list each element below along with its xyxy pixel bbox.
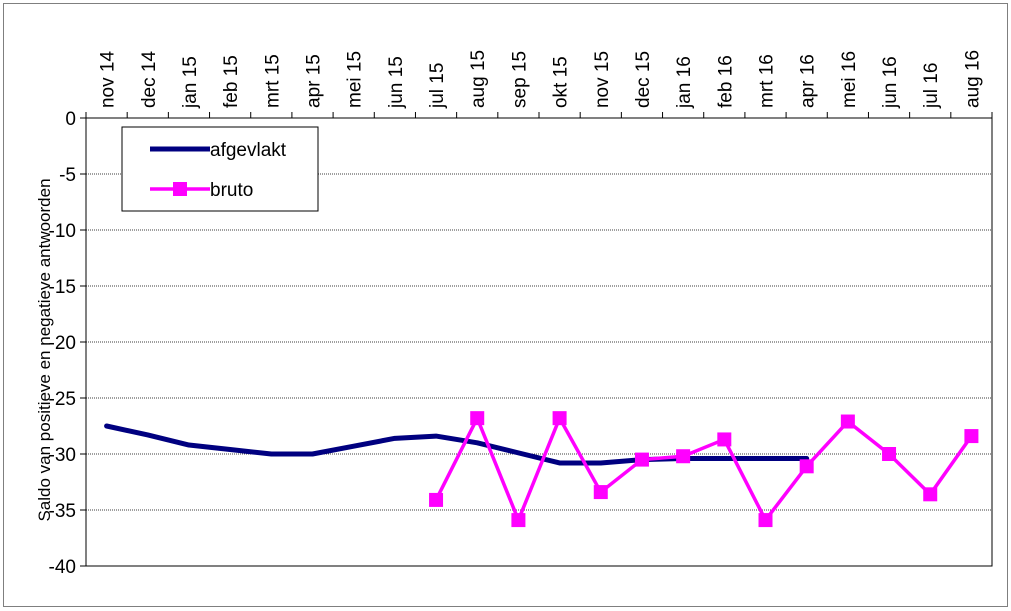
gridlines bbox=[86, 173, 992, 511]
x-tick-label: jul 16 bbox=[921, 63, 942, 109]
x-tick-label: apr 15 bbox=[304, 54, 325, 108]
x-tick-label: aug 15 bbox=[468, 50, 489, 108]
y-axis-ticks: 0 -5 -10 -15 -20 -25 -30 -35 -40 bbox=[49, 109, 86, 578]
data-point-bruto bbox=[552, 411, 567, 426]
x-tick-label: feb 16 bbox=[715, 55, 736, 108]
series-layer bbox=[104, 411, 979, 528]
data-point-bruto bbox=[634, 452, 649, 467]
x-tick-label: mrt 15 bbox=[262, 54, 283, 108]
data-point-bruto bbox=[758, 513, 773, 528]
legend: afgevlakt bruto bbox=[121, 126, 319, 212]
y-tick-label: 0 bbox=[65, 109, 76, 130]
legend-box bbox=[121, 126, 319, 212]
x-tick-label: dec 14 bbox=[139, 51, 160, 108]
legend-marker-bruto bbox=[173, 182, 187, 196]
data-point-bruto bbox=[923, 487, 938, 502]
y-axis-title: Saldo van positieve en negatieve antwoor… bbox=[35, 178, 54, 521]
y-tick-label: -5 bbox=[59, 165, 76, 186]
legend-label-bruto: bruto bbox=[210, 180, 253, 201]
data-point-bruto bbox=[470, 411, 485, 426]
x-tick-label: okt 15 bbox=[551, 56, 572, 108]
x-tick-label: dec 15 bbox=[633, 51, 654, 108]
x-tick-label: jun 15 bbox=[386, 56, 407, 109]
y-tick-label: -30 bbox=[49, 445, 76, 466]
data-point-bruto bbox=[429, 492, 444, 507]
y-tick-label: -35 bbox=[49, 501, 76, 522]
data-point-bruto bbox=[882, 447, 897, 461]
x-tick-label: nov 14 bbox=[98, 51, 119, 108]
line-chart: 0 -5 -10 -15 -20 -25 -30 -35 -40 nov 14 dec 14 jan… bbox=[35, 50, 993, 578]
data-point-bruto bbox=[676, 449, 691, 464]
series-line-bruto bbox=[434, 416, 974, 522]
x-tick-label: jan 16 bbox=[674, 56, 695, 109]
y-tick-label: -10 bbox=[49, 221, 76, 242]
x-tick-label: jun 16 bbox=[880, 56, 901, 109]
y-tick-label: -40 bbox=[49, 557, 76, 578]
data-point-bruto bbox=[840, 414, 855, 429]
y-tick-label: -20 bbox=[49, 333, 76, 354]
data-point-bruto bbox=[799, 459, 814, 474]
legend-label-afgevlakt: afgevlakt bbox=[210, 140, 287, 161]
x-tick-label: aug 16 bbox=[962, 50, 983, 108]
data-point-bruto bbox=[964, 429, 979, 444]
x-axis-ticks: nov 14 dec 14 jan 15 feb 15 mrt 15 apr 15 mei … bbox=[85, 50, 993, 118]
x-tick-label: apr 16 bbox=[798, 54, 819, 108]
x-tick-label: jan 15 bbox=[180, 56, 201, 109]
x-tick-label: mei 15 bbox=[345, 51, 366, 108]
x-tick-label: mrt 16 bbox=[757, 54, 778, 108]
x-tick-label: mei 16 bbox=[839, 51, 860, 108]
data-point-bruto bbox=[593, 485, 608, 500]
x-tick-label: jul 15 bbox=[427, 63, 448, 109]
y-tick-label: -25 bbox=[49, 389, 76, 410]
x-tick-label: nov 15 bbox=[592, 51, 613, 108]
chart-frame: 0 -5 -10 -15 -20 -25 -30 -35 -40 nov 14 dec 14 jan… bbox=[3, 3, 1008, 607]
data-point-bruto bbox=[511, 513, 526, 528]
x-tick-label: feb 15 bbox=[221, 55, 242, 108]
y-tick-label: -15 bbox=[49, 277, 76, 298]
x-tick-label: sep 15 bbox=[509, 51, 530, 108]
data-point-bruto bbox=[717, 432, 732, 447]
